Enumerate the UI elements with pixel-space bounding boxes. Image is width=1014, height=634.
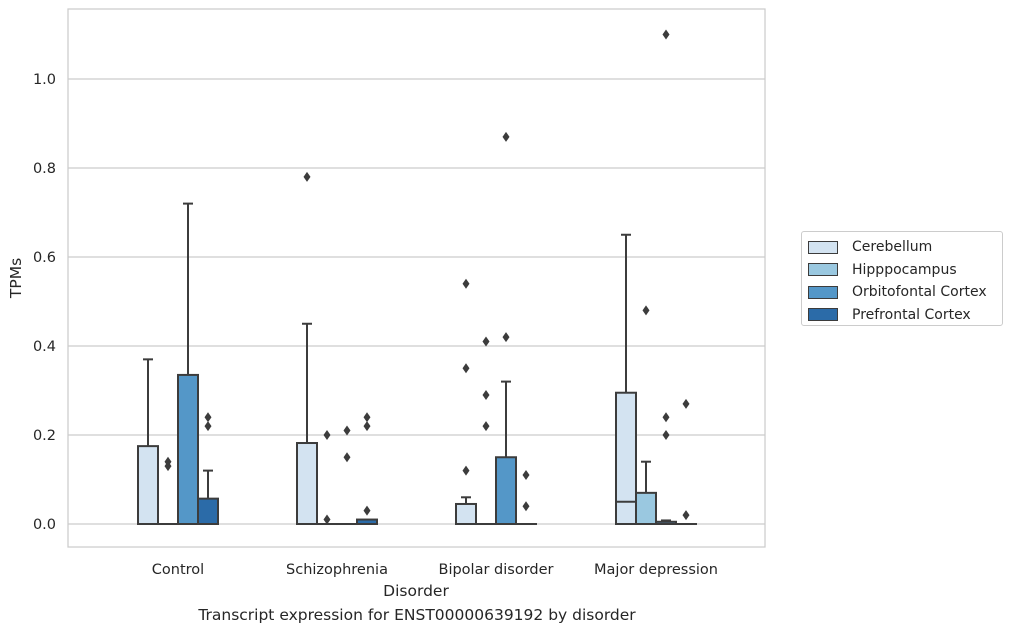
legend-label: Hipppocampus (852, 261, 957, 278)
legend-swatch (808, 263, 838, 277)
outlier-point (502, 332, 510, 343)
box-body (455, 502, 477, 526)
y-tick-labels: 0.0 0.2 0.4 0.6 0.8 1.0 (33, 72, 56, 533)
outlier-point (204, 412, 212, 423)
y-tick-label: 0.4 (33, 339, 56, 355)
outlier-point (662, 412, 670, 423)
box-prefrontal-cortex (197, 412, 219, 526)
y-axis-label: TPMs (7, 258, 25, 299)
box-body (296, 442, 318, 526)
grid-lines (68, 78, 765, 525)
outlier-point (642, 305, 650, 316)
outlier-point (502, 131, 510, 142)
outlier-point (522, 470, 530, 481)
outlier-point (363, 505, 371, 516)
y-tick-label: 0.0 (33, 517, 56, 533)
outlier-point (204, 421, 212, 432)
outlier-point (462, 278, 470, 289)
box-hipppocampus (157, 456, 179, 526)
box-body (495, 456, 517, 525)
box-cerebellum (137, 358, 159, 525)
legend-swatch (808, 308, 838, 322)
legend-label: Cerebellum (852, 239, 933, 256)
box-orbitofontal-cortex (495, 131, 517, 525)
box-body (197, 497, 219, 526)
outlier-point (662, 29, 670, 40)
box-prefrontal-cortex (356, 412, 378, 525)
x-tick-label: Major depression (594, 562, 718, 578)
outlier-point (363, 412, 371, 423)
box-orbitofontal-cortex (177, 202, 199, 525)
plot-frame (67, 8, 766, 548)
box-cerebellum (296, 171, 318, 526)
box-body (615, 391, 637, 525)
y-tick-label: 0.2 (33, 428, 56, 444)
x-tick-label: Bipolar disorder (439, 562, 554, 578)
outlier-point (303, 171, 311, 182)
outlier-point (662, 430, 670, 440)
box-body (635, 491, 657, 526)
box-body (137, 445, 159, 525)
legend-swatch (808, 240, 838, 254)
x-tick-label: Schizophrenia (286, 562, 388, 578)
outlier-point (682, 398, 690, 409)
outlier-point (482, 389, 490, 400)
legend-swatch (808, 285, 838, 299)
x-axis-label: Disorder (383, 582, 449, 600)
outlier-point (164, 456, 172, 467)
box-cerebellum (615, 233, 637, 525)
y-tick-label: 0.6 (33, 250, 56, 266)
y-tick-label: 1.0 (33, 72, 56, 88)
box-elements (137, 29, 697, 526)
legend-label: Orbitofontal Cortex (852, 284, 987, 301)
box-hipppocampus (316, 430, 338, 526)
outlier-point (363, 421, 371, 432)
box-prefrontal-cortex (515, 470, 537, 526)
legend-item: Orbitofontal Cortex (808, 281, 1002, 304)
outlier-point (343, 452, 351, 463)
x-tick-label: Control (152, 562, 204, 578)
y-tick-label: 0.8 (33, 161, 56, 177)
legend: Cerebellum Hipppocampus Orbitofontal Corte… (801, 231, 1003, 326)
outlier-point (462, 465, 470, 476)
box-body (177, 373, 199, 525)
x-tick-labels: Control Schizophrenia Bipolar disorder Majo… (152, 562, 718, 578)
legend-item: Prefrontal Cortex (808, 304, 1002, 327)
outlier-point (682, 510, 690, 521)
outlier-point (522, 501, 530, 512)
legend-item: Hipppocampus (808, 259, 1002, 282)
outlier-point (323, 430, 331, 440)
outlier-point (462, 363, 470, 374)
outlier-point (482, 421, 490, 432)
box-cerebellum (455, 278, 477, 526)
box-orbitofontal-cortex (336, 425, 358, 526)
outlier-point (482, 336, 490, 347)
box-orbitofontal-cortex (655, 29, 677, 526)
legend-item: Cerebellum (808, 236, 1002, 259)
figure-caption: Transcript expression for ENST0000063919… (198, 606, 636, 624)
box-hipppocampus (475, 336, 497, 526)
box-hipppocampus (635, 305, 657, 526)
box-prefrontal-cortex (675, 398, 697, 526)
outlier-point (323, 514, 331, 525)
legend-label: Prefrontal Cortex (852, 306, 971, 323)
outlier-point (343, 425, 351, 436)
